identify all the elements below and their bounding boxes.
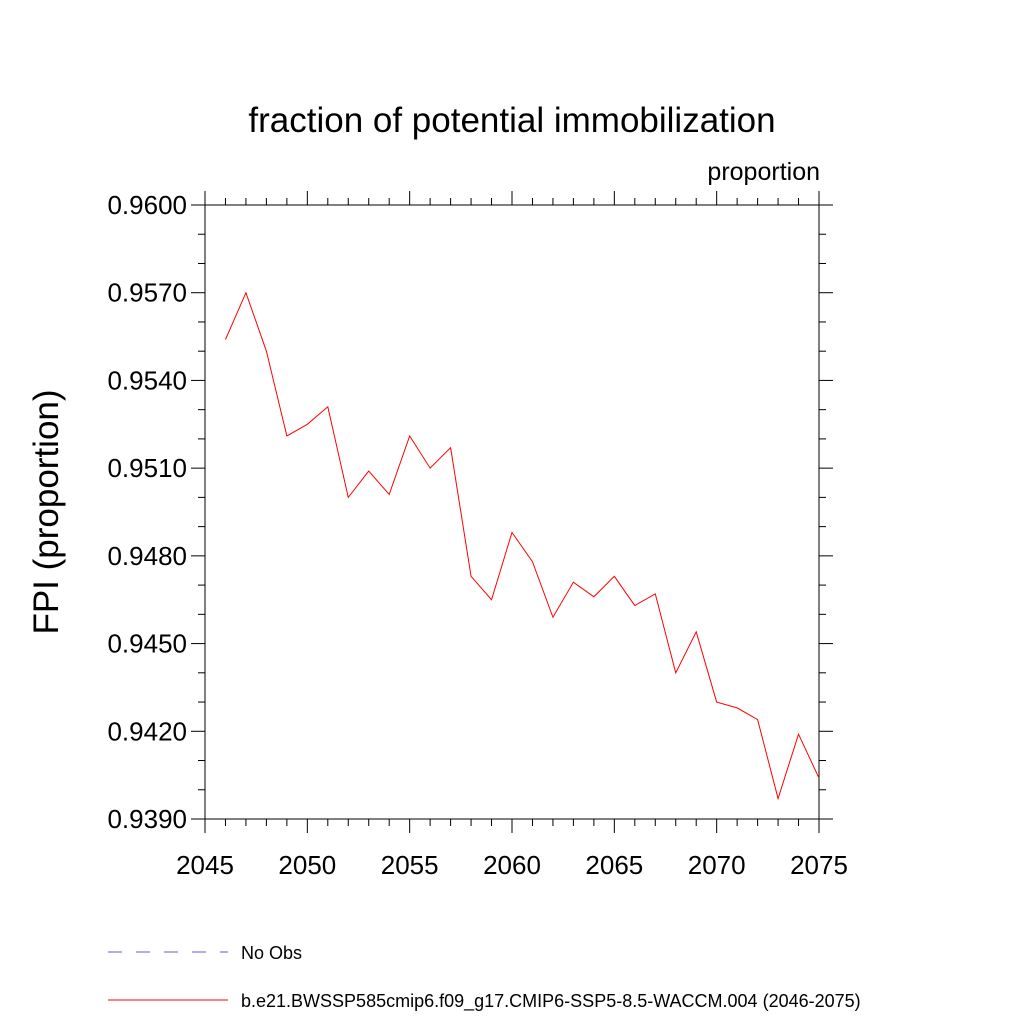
x-tick-label: 2065	[585, 850, 643, 880]
tick-labels: 2045 2050 2055 2060 2065 2070 2075 0.9390 0.9420…	[107, 190, 847, 880]
x-tick-label: 2055	[381, 850, 439, 880]
y-tick-label: 0.9600	[107, 190, 187, 220]
x-tick-label: 2045	[176, 850, 234, 880]
y-axis-label: FPI (proportion)	[27, 389, 66, 634]
y-tick-label: 0.9510	[107, 453, 187, 483]
x-tick-label: 2070	[688, 850, 746, 880]
legend: No Obs b.e21.BWSSP585cmip6.f09_g17.CMIP6-…	[108, 943, 861, 1012]
y-tick-label: 0.9420	[107, 716, 187, 746]
y-tick-label: 0.9390	[107, 804, 187, 834]
legend-label: b.e21.BWSSP585cmip6.f09_g17.CMIP6-SSP5-8…	[241, 991, 861, 1012]
legend-label: No Obs	[241, 943, 302, 963]
plot-frame	[204, 204, 820, 820]
units-label: proportion	[707, 158, 820, 186]
series-group	[225, 291, 820, 801]
y-tick-label: 0.9480	[107, 541, 187, 571]
axis-ticks	[191, 191, 833, 833]
y-tick-label: 0.9450	[107, 629, 187, 659]
y-tick-label: 0.9570	[107, 278, 187, 308]
series-line	[225, 291, 820, 801]
x-tick-label: 2075	[790, 850, 848, 880]
x-tick-label: 2060	[483, 850, 541, 880]
y-tick-label: 0.9540	[107, 365, 187, 395]
x-tick-label: 2050	[278, 850, 336, 880]
chart-title: fraction of potential immobilization	[248, 101, 775, 140]
